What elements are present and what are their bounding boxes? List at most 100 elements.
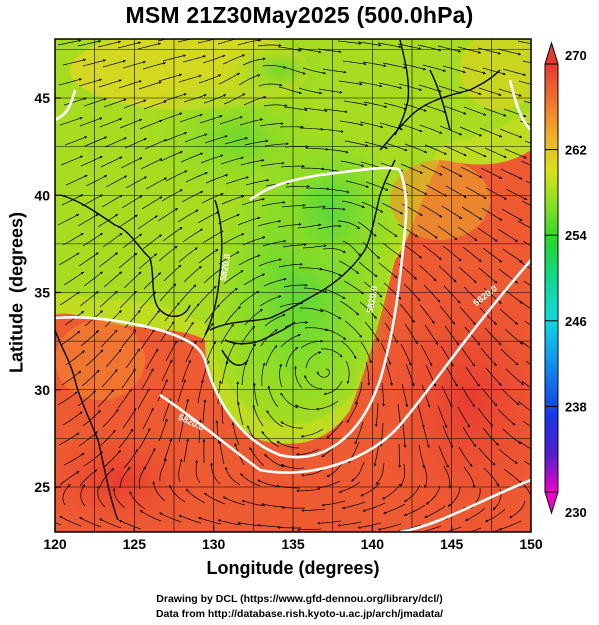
streamline bbox=[445, 365, 458, 387]
streamline bbox=[364, 141, 388, 150]
streamline bbox=[463, 466, 476, 489]
streamline bbox=[505, 188, 528, 201]
streamline bbox=[178, 458, 183, 483]
streamline bbox=[231, 422, 240, 446]
streamline bbox=[422, 64, 447, 72]
streamline bbox=[259, 295, 282, 307]
streamline bbox=[297, 47, 322, 54]
streamline bbox=[200, 154, 224, 164]
streamline bbox=[223, 93, 246, 105]
streamline bbox=[499, 128, 523, 138]
streamline bbox=[125, 348, 140, 369]
streamline bbox=[220, 156, 244, 165]
streamline bbox=[222, 496, 246, 506]
streamline bbox=[183, 94, 207, 103]
streamline bbox=[424, 324, 439, 346]
streamline bbox=[418, 444, 426, 469]
streamline bbox=[79, 517, 102, 528]
streamline bbox=[152, 480, 166, 502]
streamline bbox=[300, 307, 324, 313]
x-tick-label: 135 bbox=[281, 536, 305, 552]
streamline bbox=[345, 180, 369, 188]
streamline bbox=[83, 271, 103, 287]
streamline bbox=[425, 184, 447, 197]
streamline bbox=[202, 230, 224, 244]
streamline bbox=[178, 74, 202, 83]
streamline bbox=[420, 164, 443, 176]
streamline bbox=[525, 180, 531, 184]
streamline bbox=[465, 186, 487, 199]
streamline bbox=[210, 462, 221, 485]
streamline bbox=[55, 522, 62, 526]
streamline bbox=[112, 487, 126, 509]
streamline bbox=[118, 520, 142, 530]
streamline bbox=[437, 45, 462, 53]
x-axis-title: Longitude (degrees) bbox=[206, 558, 380, 578]
streamline bbox=[481, 207, 503, 221]
streamline bbox=[337, 220, 361, 229]
streamline bbox=[339, 120, 364, 126]
streamline bbox=[142, 61, 166, 70]
y-tick-label: 45 bbox=[34, 90, 50, 106]
streamline bbox=[122, 60, 146, 69]
streamline bbox=[399, 123, 423, 133]
streamline bbox=[438, 85, 462, 94]
streamline bbox=[138, 253, 158, 270]
streamline bbox=[258, 258, 282, 267]
streamline bbox=[322, 248, 346, 254]
streamline bbox=[419, 124, 443, 134]
streamline bbox=[482, 67, 506, 76]
streamline bbox=[425, 485, 441, 505]
streamline bbox=[285, 184, 310, 188]
streamline bbox=[218, 251, 240, 265]
streamline bbox=[397, 43, 422, 50]
streamline bbox=[521, 380, 531, 389]
streamline bbox=[119, 290, 137, 309]
streamline bbox=[105, 175, 128, 188]
streamline bbox=[361, 201, 384, 213]
streamline bbox=[296, 448, 320, 456]
streamline bbox=[344, 320, 362, 338]
streamline bbox=[317, 48, 342, 54]
streamline bbox=[424, 144, 447, 155]
streamline bbox=[260, 329, 278, 347]
streamline bbox=[502, 428, 522, 445]
streamline bbox=[463, 286, 481, 304]
streamline bbox=[85, 175, 108, 187]
streamline bbox=[164, 131, 188, 142]
streamline bbox=[257, 523, 282, 528]
streamline bbox=[462, 66, 486, 75]
streamline bbox=[503, 288, 523, 304]
streamline bbox=[244, 139, 269, 146]
streamline bbox=[421, 384, 431, 408]
streamline bbox=[124, 138, 147, 149]
streamline bbox=[345, 360, 350, 385]
streamline bbox=[338, 80, 363, 86]
streamline bbox=[159, 283, 177, 302]
streamline bbox=[198, 249, 219, 264]
streamline bbox=[297, 223, 322, 229]
streamline bbox=[457, 46, 482, 54]
streamline bbox=[524, 140, 531, 144]
streamline bbox=[184, 303, 200, 323]
streamline bbox=[398, 443, 401, 468]
streamline bbox=[424, 505, 446, 518]
streamline bbox=[325, 188, 350, 194]
streamline bbox=[343, 280, 364, 295]
colorbar-max-arrow bbox=[544, 41, 559, 65]
streamline bbox=[340, 340, 357, 360]
streamline bbox=[241, 361, 247, 386]
streamline bbox=[137, 42, 162, 50]
streamline bbox=[440, 165, 463, 177]
streamline bbox=[378, 82, 403, 90]
streamline bbox=[222, 54, 246, 65]
streamline bbox=[64, 136, 88, 146]
streamline bbox=[484, 147, 507, 158]
streamline bbox=[501, 208, 523, 222]
streamline bbox=[263, 104, 288, 107]
streamline bbox=[58, 432, 80, 446]
streamline bbox=[360, 482, 381, 497]
streamline bbox=[354, 381, 363, 405]
streamline bbox=[438, 265, 457, 283]
streamline bbox=[441, 205, 463, 219]
